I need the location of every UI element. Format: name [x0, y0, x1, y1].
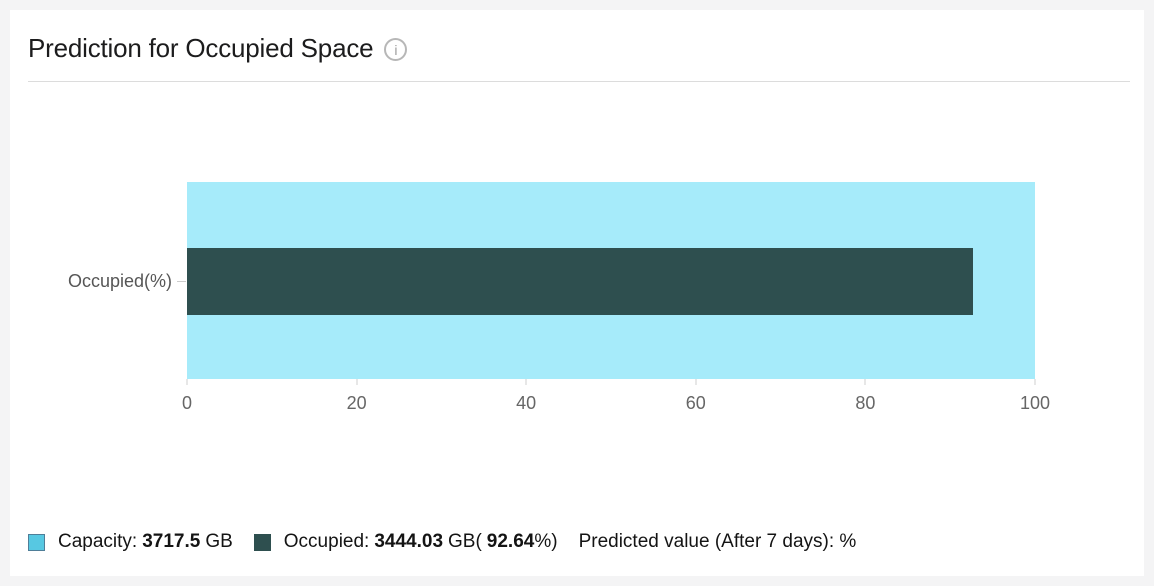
x-axis-tick-mark: [525, 379, 527, 385]
occupied-bar[interactable]: [187, 248, 973, 315]
x-axis-tick-mark: [1034, 379, 1036, 385]
occupied-unit-close: %): [534, 531, 558, 552]
occupied-value: 3444.03: [374, 531, 444, 552]
capacity-swatch-icon: [28, 533, 45, 551]
x-axis-tick-label: 0: [181, 393, 193, 413]
x-axis-tick-label: 100: [1019, 393, 1051, 413]
y-axis-category-label: Occupied(%): [67, 271, 172, 291]
occupied-percent: 92.64: [486, 531, 535, 552]
y-axis-tick-mark: [177, 281, 186, 282]
legend-capacity-text: Capacity: 3717.5 GB: [58, 531, 233, 553]
occupied-unit-open: GB(: [448, 531, 482, 552]
bar-chart-plot-area: [187, 182, 1035, 379]
legend-item-capacity[interactable]: Capacity: 3717.5 GB: [28, 531, 233, 553]
chart-legend: Capacity: 3717.5 GB Occupied: 3444.03 GB(92.…: [28, 531, 1134, 553]
card-header: Prediction for Occupied Space i: [28, 10, 1130, 82]
predicted-value-label: Predicted value (After 7 days): %: [578, 531, 857, 552]
legend-occupied-text: Occupied: 3444.03 GB(92.64%): [284, 531, 558, 553]
x-axis-tick-mark: [356, 379, 358, 385]
info-icon[interactable]: i: [384, 38, 408, 61]
capacity-unit: GB: [205, 531, 233, 552]
occupied-label: Occupied:: [283, 531, 370, 552]
x-axis-tick-label: 40: [516, 393, 537, 413]
x-axis-tick-label: 20: [346, 393, 367, 413]
x-axis-tick-mark: [186, 379, 188, 385]
x-axis-tick-mark: [695, 379, 697, 385]
occupied-swatch-icon: [253, 533, 271, 551]
x-axis-tick-label: 80: [855, 393, 876, 413]
prediction-card: Prediction for Occupied Space i Occupied…: [10, 10, 1144, 576]
x-axis-ticks: [186, 379, 1036, 385]
capacity-value: 3717.5: [142, 531, 201, 552]
x-axis-tick-label: 60: [685, 393, 706, 413]
legend-item-predicted: Predicted value (After 7 days): %: [579, 531, 857, 553]
x-axis-labels: 0 20 40 60 80 100: [182, 393, 1050, 417]
legend-item-occupied[interactable]: Occupied: 3444.03 GB(92.64%): [253, 531, 558, 553]
capacity-label: Capacity:: [58, 531, 138, 552]
page-title: Prediction for Occupied Space: [28, 33, 374, 63]
x-axis-tick-mark: [864, 379, 866, 385]
